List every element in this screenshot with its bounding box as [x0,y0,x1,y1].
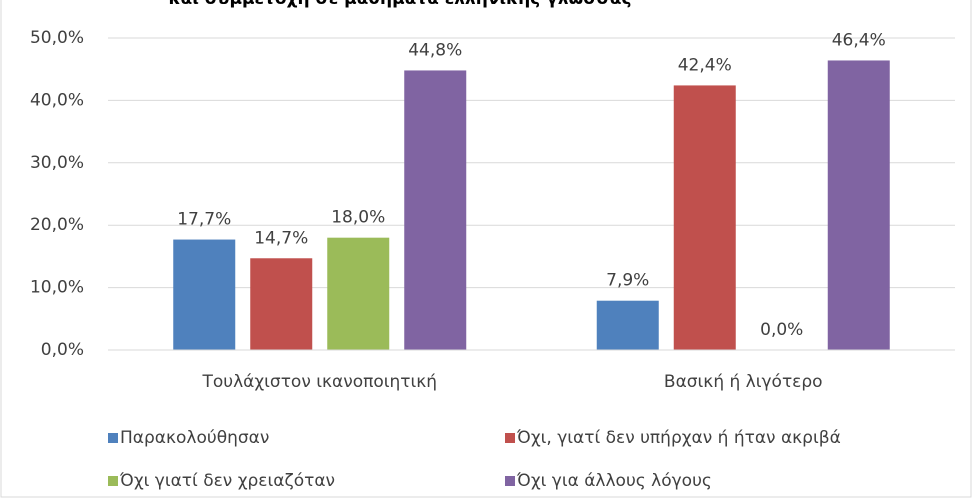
y-tick-label: 10,0% [30,278,84,298]
legend-swatch [108,433,118,443]
legend-label: Παρακολούθησαν [120,428,269,448]
legend-swatch [505,433,515,443]
value-label: 46,4% [832,30,886,50]
legend-label: Όχι, γιατί δεν υπήρχαν ή ήταν ακριβά [516,428,841,448]
legend-label: Όχι για άλλους λόγους [516,471,712,491]
legend-swatch [108,476,118,486]
bar [404,70,467,350]
bar [173,239,236,350]
bar [596,300,659,350]
legend-swatch [505,476,515,486]
x-tick-label: Βασική ή λιγότερο [664,372,823,392]
y-tick-label: 40,0% [30,90,84,110]
bar [250,258,313,350]
bar [673,85,736,350]
y-tick-label: 20,0% [30,215,84,235]
value-label: 42,4% [678,55,732,75]
value-label: 18,0% [331,208,385,228]
bar [327,237,390,350]
x-tick-label: Τουλάχιστον ικανοποιητική [201,372,437,392]
bar [827,60,890,351]
legend-label: Όχι γιατί δεν χρειαζόταν [119,471,335,491]
value-label: 44,8% [408,40,462,60]
value-label: 0,0% [760,320,803,340]
value-label: 14,7% [254,228,308,248]
chart-title: και συμμετοχή σε μαθήματα ελληνικής γλώσ… [168,0,631,9]
value-label: 7,9% [606,271,649,291]
y-tick-label: 0,0% [41,340,84,360]
y-tick-label: 30,0% [30,153,84,173]
y-tick-label: 50,0% [30,28,84,48]
value-label: 17,7% [177,210,231,230]
